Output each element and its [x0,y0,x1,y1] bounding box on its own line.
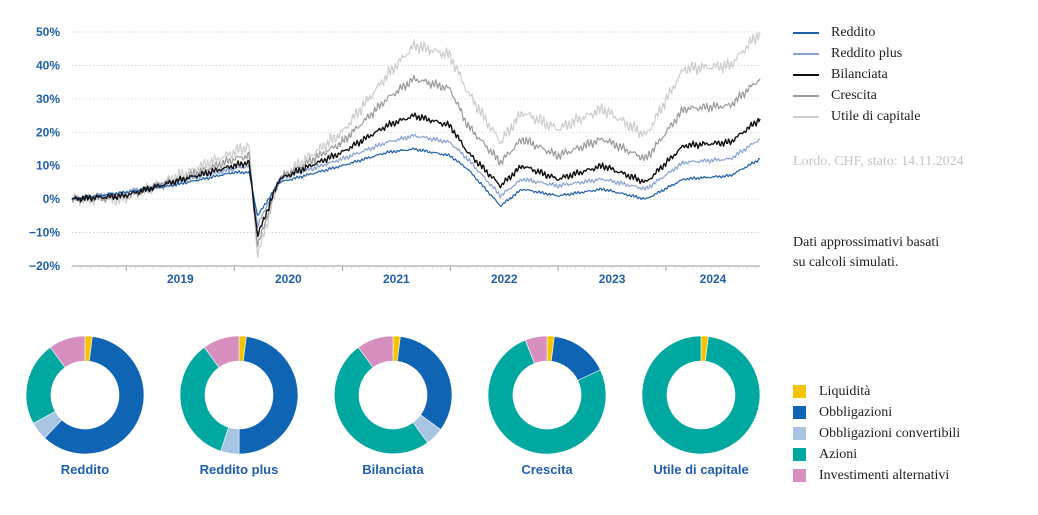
legend-label-utile-di-capitale: Utile di capitale [831,108,921,124]
legend-line-utile-di-capitale [793,115,819,118]
x-tick-label: 2022 [491,272,518,286]
donut-chart-utile-di-capitale [641,335,761,455]
donut-label-reddito-plus: Reddito plus [199,462,279,477]
legend-item-bilanciata: Bilanciata [793,64,920,85]
x-tick-label: 2023 [599,272,626,286]
alloc-label-obbligazioni-convertibili: Obbligazioni convertibili [819,425,961,441]
alloc-label-azioni: Azioni [819,446,858,462]
disclaimer-line-2: su calcoli simulati. [793,255,899,270]
series-line [71,147,761,216]
alloc-legend-obbligazioni-convertibili: Obbligazioni convertibili [793,423,960,444]
donut-slice [524,335,548,364]
donut-slice [49,335,86,368]
series-line [71,112,761,238]
legend-line-crescita [793,94,819,97]
donut-chart-reddito-plus [179,335,299,455]
legend-label-reddito: Reddito [831,24,876,40]
donut-slice [334,346,429,455]
swatch-investimenti-alternativi [793,469,806,482]
y-tick-label: 10% [36,159,60,173]
legend-line-reddito-plus [793,52,819,55]
alloc-legend-obbligazioni: Obbligazioni [793,402,960,423]
source-note: Lordo, CHF, stato: 14.11.2024 [793,154,964,169]
donut-chart-bilanciata [334,335,453,455]
disclaimer-note: Dati approssimativi basati su calcoli si… [793,233,993,273]
swatch-obbligazioni [793,406,806,419]
donut-slice [396,336,453,431]
x-tick-label: 2019 [167,272,194,286]
swatch-liquidita [793,385,806,398]
y-tick-label: 30% [36,92,60,106]
swatch-azioni [793,448,806,461]
alloc-label-liquidita: Liquidità [819,383,871,399]
donut-chart-crescita [487,335,607,455]
y-tick-label: 50% [36,25,60,39]
allocation-legend: Liquidità Obbligazioni Obbligazioni conv… [793,381,960,486]
donut-label-utile-di-capitale: Utile di capitale [653,462,749,477]
series-line [71,133,761,228]
donut-crescita: Crescita [467,335,627,477]
donut-bilanciata: Bilanciata [313,335,473,477]
swatch-obbligazioni-convertibili [793,427,806,440]
alloc-legend-investimenti-alternativi: Investimenti alternativi [793,465,960,486]
legend-item-utile-di-capitale: Utile di capitale [793,106,920,127]
donut-chart-reddito [25,335,145,455]
legend-item-reddito-plus: Reddito plus [793,43,920,64]
performance-line-chart: 50% 40% 30% 20% 10% 0% −10% −20% 2019 2020 2021 202… [29,25,761,286]
donut-label-bilanciata: Bilanciata [362,462,424,477]
x-tick-label: 2020 [275,272,302,286]
alloc-label-investimenti-alternativi: Investimenti alternativi [819,467,950,483]
donut-slice [44,336,145,455]
legend-item-crescita: Crescita [793,85,920,106]
legend-item-reddito: Reddito [793,22,920,43]
legend-line-reddito [793,31,819,34]
donut-slice [238,336,299,455]
series-legend: Reddito Reddito plus Bilanciata Crescita… [793,22,920,127]
alloc-legend-azioni: Azioni [793,444,960,465]
donut-utile-di-capitale: Utile di capitale [621,335,781,477]
legend-line-bilanciata [793,73,819,76]
donut-slice [357,335,394,368]
series-line [71,74,761,248]
chart-axes: 50% 40% 30% 20% 10% 0% −10% −20% 2019 2020 2021 202… [29,25,760,286]
y-tick-label: −20% [29,259,60,273]
alloc-label-obbligazioni: Obbligazioni [819,404,893,420]
x-tick-label: 2024 [700,272,727,286]
donut-reddito-plus: Reddito plus [159,335,319,477]
chart-series [71,31,761,258]
y-tick-label: 40% [36,58,60,72]
legend-label-crescita: Crescita [831,87,877,103]
y-tick-label: 20% [36,125,60,139]
y-tick-label: −10% [29,226,60,240]
legend-label-bilanciata: Bilanciata [831,66,888,82]
donut-slice [641,335,761,455]
donut-label-reddito: Reddito [60,462,110,477]
donut-slice [179,346,229,452]
disclaimer-line-1: Dati approssimativi basati [793,235,940,250]
donut-reddito: Reddito [5,335,165,477]
x-tick-label: 2021 [383,272,410,286]
donut-label-crescita: Crescita [521,462,573,477]
donut-slice [203,335,240,368]
donut-slice [487,339,607,455]
y-tick-label: 0% [43,192,61,206]
legend-label-reddito-plus: Reddito plus [831,45,903,61]
alloc-legend-liquidita: Liquidità [793,381,960,402]
